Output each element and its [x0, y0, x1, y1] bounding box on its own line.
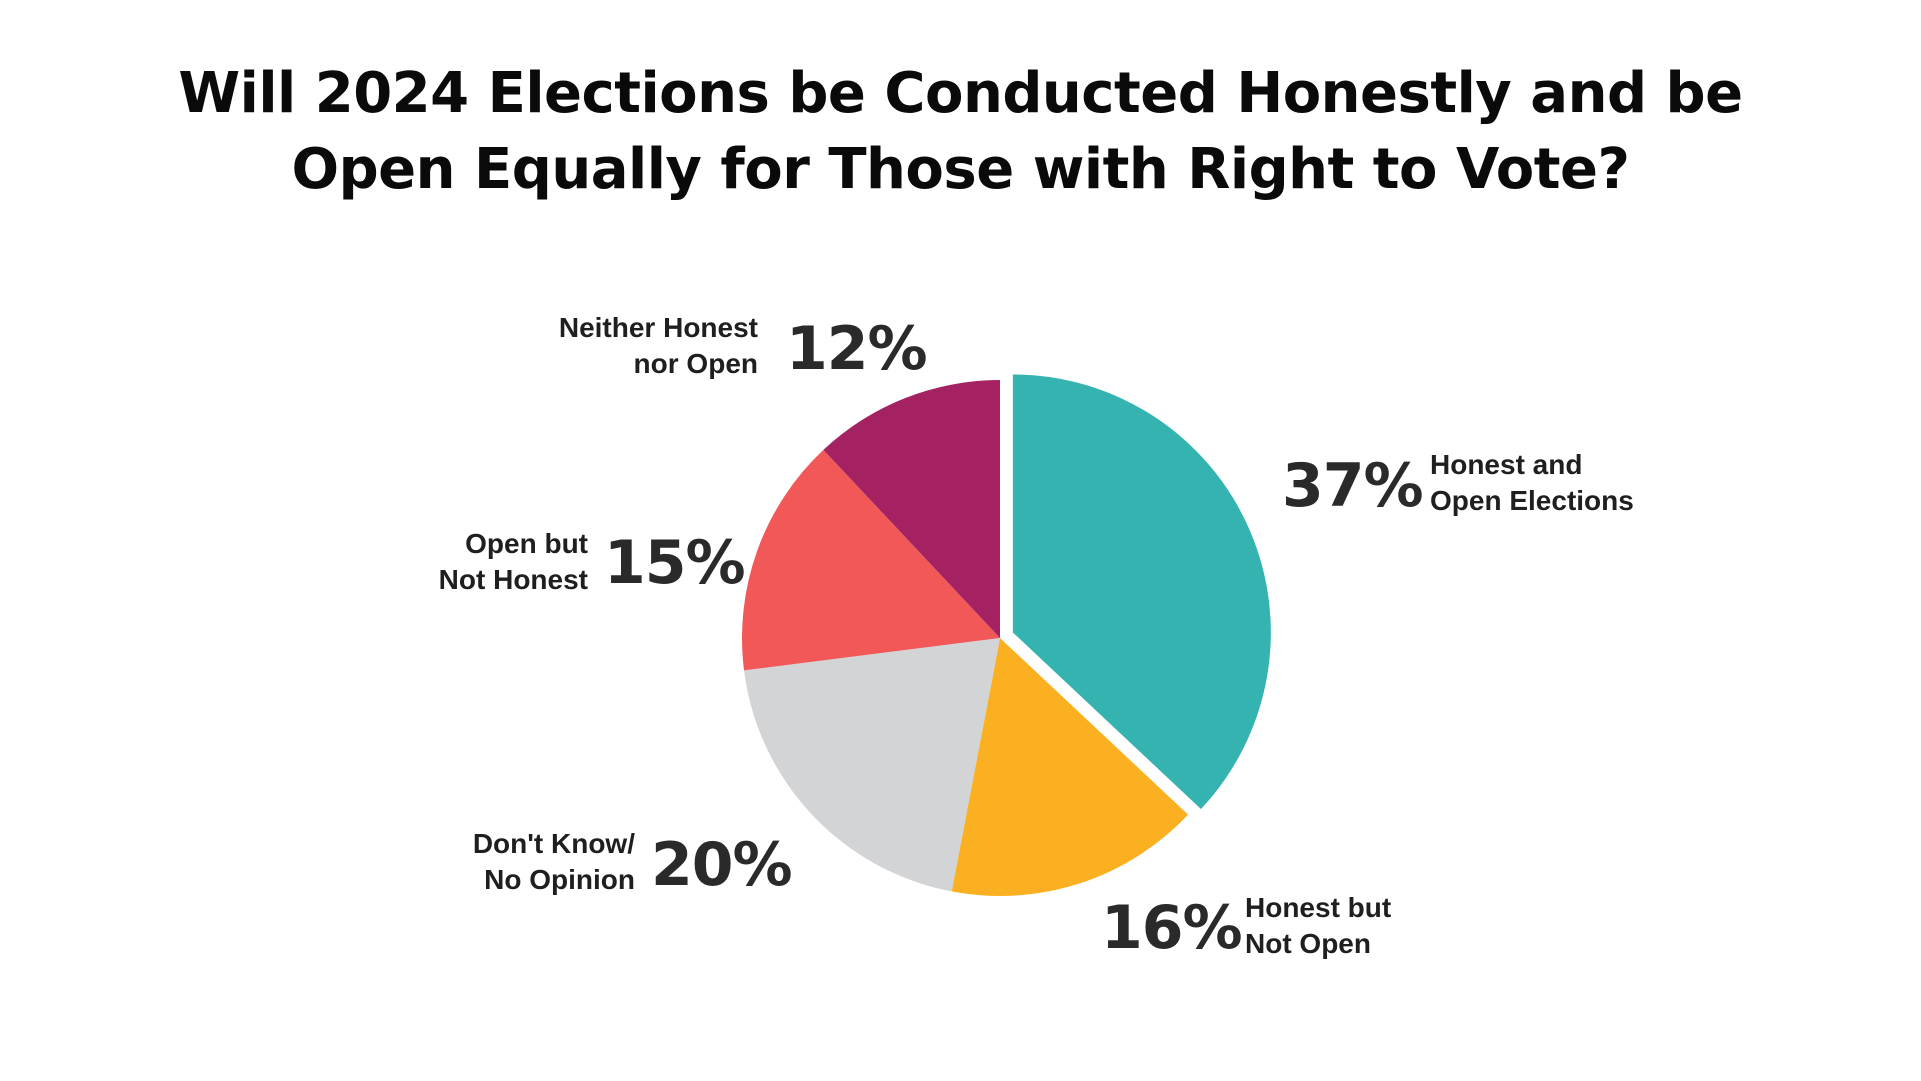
pie-slice-neither	[823, 380, 1000, 638]
slice-label-honest-and-open: Honest and Open Elections	[1430, 449, 1634, 516]
pie-slice-honest-not-open	[951, 638, 1189, 896]
pie-slice-dont-know	[744, 638, 1000, 892]
slice-label-honest-not-open: Honest but Not Open	[1245, 892, 1392, 959]
slice-label-neither: Neither Honest nor Open	[558, 312, 758, 379]
slice-value-honest-and-open: 37%	[1282, 451, 1424, 521]
chart-title: Will 2024 Elections be Conducted Honestl…	[0, 56, 1921, 208]
chart-title-line-2: Open Equally for Those with Right to Vot…	[291, 137, 1630, 202]
slice-value-dont-know: 20%	[651, 830, 793, 900]
slice-label-open-not-honest: Open but Not Honest	[438, 528, 588, 595]
slice-label-dont-know: Don't Know/ No Opinion	[472, 828, 635, 895]
slice-value-open-not-honest: 15%	[604, 528, 746, 598]
pie-slice-open-not-honest	[742, 449, 1000, 671]
pie-slice-honest-and-open	[1012, 374, 1271, 810]
slice-value-neither: 12%	[786, 314, 928, 384]
chart-title-line-1: Will 2024 Elections be Conducted Honestl…	[178, 61, 1743, 126]
slice-value-honest-not-open: 16%	[1101, 893, 1243, 963]
